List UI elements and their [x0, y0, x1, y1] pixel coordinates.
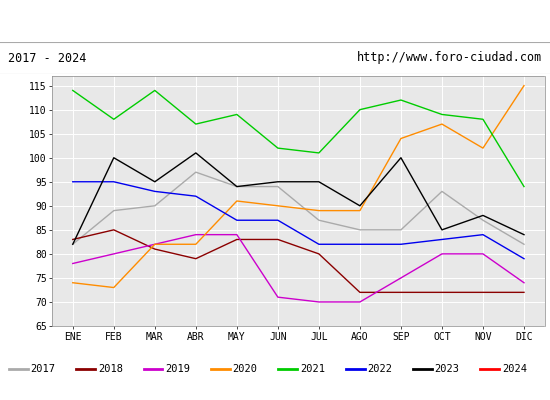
Text: 2020: 2020	[233, 364, 257, 374]
Text: 2019: 2019	[165, 364, 190, 374]
Text: 2021: 2021	[300, 364, 325, 374]
Text: 2017: 2017	[30, 364, 56, 374]
Text: Evolucion del paro registrado en Venturada: Evolucion del paro registrado en Ventura…	[116, 14, 434, 28]
Text: 2023: 2023	[434, 364, 460, 374]
Text: 2022: 2022	[367, 364, 392, 374]
Text: 2024: 2024	[502, 364, 527, 374]
Text: 2018: 2018	[98, 364, 123, 374]
Text: 2017 - 2024: 2017 - 2024	[8, 52, 87, 64]
Text: http://www.foro-ciudad.com: http://www.foro-ciudad.com	[356, 52, 542, 64]
